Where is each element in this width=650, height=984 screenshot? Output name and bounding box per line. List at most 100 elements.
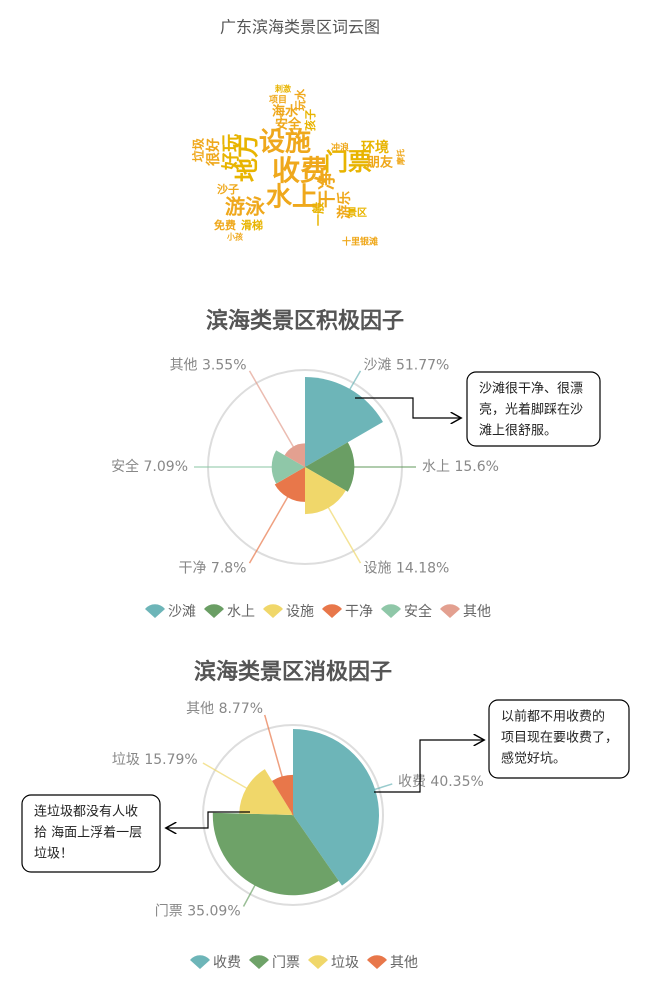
slice-name: 门票 [155,904,183,920]
word: 免费 [214,218,236,232]
legend-label: 其他 [463,604,491,620]
slice-name: 干净 [178,560,206,576]
slice-label: 垃圾 15.79% [112,752,198,768]
word: 水上 [266,183,318,213]
legend-icon [440,604,460,618]
word: 地方 [233,134,261,182]
slice-name: 沙滩 [364,358,392,374]
word: 门票 [324,148,372,176]
slice-label: 沙滩 51.77% [364,358,450,374]
legend-icon [381,604,401,618]
word: 沙子 [217,183,239,196]
slice-name: 其他 [170,358,198,374]
legend-icon [322,604,342,618]
rose-sector [305,377,383,467]
rose-sector [239,769,293,815]
slice-label: 干净 7.8% [178,560,246,576]
word: 收费 [272,154,328,187]
rose-sector [274,467,305,502]
callout-text: 垃圾！ [34,847,73,862]
slice-label: 门票 35.09% [155,904,241,920]
callout-text: 项目现在要收费了， [501,731,618,746]
slice-value: 35.09% [187,904,240,920]
callout-box [21,794,161,873]
chart-title: 滨海类景区积极因子 [206,308,404,334]
rose-sector [293,729,380,886]
rose-sector [305,442,355,492]
word: 一般 [311,202,326,226]
rose-sector [284,443,305,467]
callout-text: 感觉好坑。 [501,751,566,767]
slice-name: 安全 [111,458,139,475]
legend-label: 安全 [404,603,432,620]
slice-value: 7.09% [144,459,188,475]
slice-label: 其他 3.55% [170,358,247,374]
callout-text: 连垃圾都没有人收 [34,804,138,820]
legend-label: 垃圾 [331,955,359,971]
legend-label: 沙滩 [168,604,196,620]
outer-ring [202,724,384,906]
callout-arrow [355,397,460,418]
legend-icon [263,604,283,618]
slice-value: 14.18% [396,560,449,576]
word: 垃圾 [191,137,206,162]
rose-sector [305,467,346,515]
word: 好玩 [220,134,242,171]
callout-arrow [374,740,483,793]
word: 游乐 [336,191,353,219]
legend-icon [190,955,210,969]
word: 干净 [316,172,338,208]
callout-box [488,699,630,779]
word: 安全 [275,117,302,133]
slice-name: 垃圾 [112,752,140,768]
legend-icon [249,955,269,969]
callout-text: 亮，光着脚踩在沙 [479,402,583,418]
slice-value: 40.35% [430,774,483,790]
callout-text: 拾 海面上浮着一层 [34,825,142,841]
word: 冲浪 [331,142,349,154]
slice-value: 8.77% [219,701,263,717]
rose-sector [212,812,339,896]
word: 游泳 [225,195,266,219]
word: 朋友 [366,155,393,171]
legend-label: 设施 [286,604,314,620]
legend-icon [145,604,165,618]
legend-label: 水上 [227,604,255,620]
callout-text: 滩上很舒服。 [479,424,557,439]
rose-sector [271,450,305,484]
word: 小孩 [226,232,243,242]
slice-label: 设施 14.18% [364,560,450,576]
callout-text: 以前都不用收费的 [501,709,605,725]
legend-icon [308,955,328,969]
slice-name: 其他 [186,701,214,717]
word: 滑梯 [241,218,263,232]
legend-label: 收费 [213,955,241,971]
slice-name: 水上 [422,459,450,475]
chart-title: 滨海类景区消极因子 [194,659,392,685]
slice-label: 水上 15.6% [422,459,499,475]
legend-label: 其他 [390,955,418,971]
slice-value: 15.79% [144,752,197,768]
slice-label: 安全 7.09% [111,458,188,475]
legend-icon [204,604,224,618]
slice-value: 7.8% [211,560,247,576]
slice-value: 3.55% [202,358,246,374]
slice-label: 收费 40.35% [398,774,484,790]
legend-label: 门票 [272,955,300,971]
callout-text: 沙滩很干净、很漂 [479,381,583,397]
slice-value: 15.6% [454,459,498,475]
word: 海水 [272,104,299,120]
slice-value: 51.77% [396,358,449,374]
word: 十里银滩 [342,236,378,248]
word: 摩托 [396,149,406,166]
word: 设施 [259,127,311,158]
word: 刺激 [274,84,291,94]
legend-icon [367,955,387,969]
callout-arrow [167,811,250,828]
callout-box [466,371,601,447]
slice-name: 设施 [364,560,392,576]
word: 很好 [205,138,222,166]
slice-name: 收费 [398,774,426,790]
word: 项目 [269,95,287,106]
